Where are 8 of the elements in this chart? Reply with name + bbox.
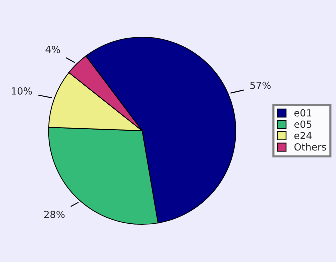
legend-label: Others: [294, 143, 326, 151]
data-label: 4%: [46, 46, 60, 54]
data-label: 28%: [44, 211, 65, 218]
legend-label: e24: [294, 132, 312, 140]
legend-label: e05: [294, 120, 312, 128]
data-label: 57%: [250, 82, 271, 90]
data-label: 10%: [12, 88, 32, 95]
legend-label: e01: [294, 109, 312, 117]
